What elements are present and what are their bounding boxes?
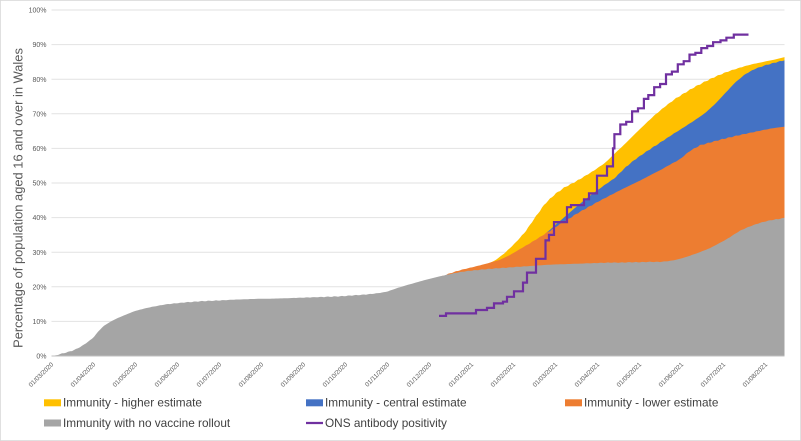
svg-text:70%: 70% [32,111,46,118]
svg-text:100%: 100% [29,8,47,15]
svg-text:Immunity - lower estimate: Immunity - lower estimate [584,395,719,409]
svg-text:50%: 50% [32,181,46,188]
svg-text:60%: 60% [32,146,46,153]
svg-text:Immunity - central estimate: Immunity - central estimate [325,395,467,409]
svg-text:30%: 30% [32,250,46,257]
svg-text:Immunity with no vaccine rollo: Immunity with no vaccine rollout [63,416,231,430]
svg-text:Percentage of population aged: Percentage of population aged 16 and ove… [11,48,26,348]
svg-text:90%: 90% [32,42,46,49]
svg-text:0%: 0% [36,354,46,361]
svg-text:10%: 10% [32,319,46,326]
svg-text:80%: 80% [32,77,46,84]
svg-text:20%: 20% [32,284,46,291]
svg-text:40%: 40% [32,215,46,222]
svg-text:ONS antibody positivity: ONS antibody positivity [325,416,447,430]
svg-text:Immunity - higher estimate: Immunity - higher estimate [63,395,202,409]
